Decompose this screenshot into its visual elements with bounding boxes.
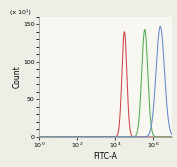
X-axis label: FITC-A: FITC-A [93,152,117,161]
Y-axis label: Count: Count [13,65,22,88]
Text: (x 10¹): (x 10¹) [10,10,30,16]
